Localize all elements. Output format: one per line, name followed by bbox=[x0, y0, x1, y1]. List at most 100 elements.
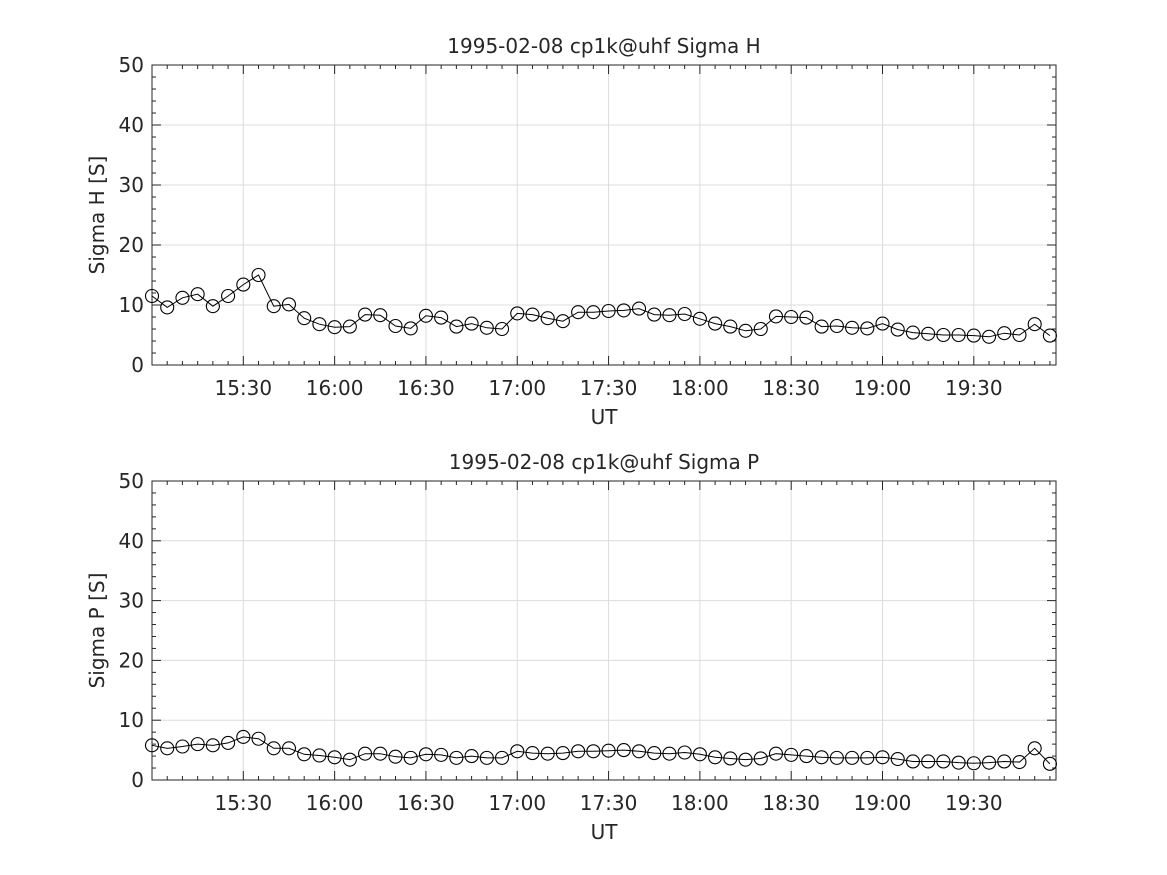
sigma-p-data-point bbox=[297, 747, 312, 762]
sigma-p-data-point bbox=[662, 746, 677, 761]
x-tick-label: 16:00 bbox=[306, 791, 364, 815]
sigma-h-data-point bbox=[753, 321, 768, 337]
sigma-p-data-point bbox=[845, 750, 860, 765]
sigma-h-data-point bbox=[586, 305, 601, 320]
sigma-h-data-point bbox=[540, 311, 555, 326]
sigma-h-data-point bbox=[266, 299, 281, 314]
sigma-p-data-point bbox=[951, 755, 966, 770]
sigma-p-data-point bbox=[251, 731, 266, 746]
sigma-h-data-point bbox=[601, 303, 616, 319]
sigma-p-data-point bbox=[905, 754, 920, 769]
sigma-p-data-point bbox=[327, 750, 342, 765]
sigma-p-data-point bbox=[373, 746, 388, 761]
sigma-h-data-point bbox=[738, 323, 753, 338]
sigma-p-data-point bbox=[1042, 756, 1057, 771]
sigma-p-data-point bbox=[494, 750, 510, 765]
sigma-h-data-point bbox=[860, 321, 875, 336]
sigma-p-data-point bbox=[616, 743, 631, 758]
sigma-h-data-point bbox=[358, 307, 373, 322]
sigma-p-data-point bbox=[403, 750, 418, 765]
sigma-h-data-point bbox=[342, 319, 357, 334]
sigma-h-data-point bbox=[525, 307, 540, 322]
x-tick-label: 17:30 bbox=[580, 791, 638, 815]
sigma-p-data-point bbox=[814, 750, 829, 765]
sigma-h-data-point bbox=[616, 303, 631, 318]
sigma-h-data-point bbox=[921, 326, 936, 341]
sigma-h-data-point bbox=[677, 306, 692, 322]
sigma-p-data-point bbox=[479, 750, 494, 765]
y-tick-label: 10 bbox=[119, 293, 144, 317]
y-tick-label: 40 bbox=[119, 113, 144, 137]
sigma-h-data-point bbox=[510, 306, 525, 321]
axes-frame bbox=[151, 64, 1057, 366]
sigma-p-data-point bbox=[434, 747, 449, 762]
sigma-p-data-point bbox=[738, 752, 753, 767]
sigma-h-data-point bbox=[434, 310, 449, 325]
sigma-p-data-point bbox=[677, 745, 692, 760]
y-tick-label: 10 bbox=[119, 708, 144, 732]
sigma-h-data-point bbox=[144, 288, 160, 304]
sigma-h-data-point bbox=[829, 318, 844, 334]
sigma-p-series-line bbox=[151, 736, 1051, 765]
sigma-h-data-point bbox=[936, 327, 951, 343]
sigma-p-data-point bbox=[631, 744, 647, 759]
sigma-h-data-point bbox=[1042, 328, 1057, 343]
sigma-h-data-point bbox=[981, 329, 997, 344]
y-tick-label: 30 bbox=[119, 589, 144, 613]
sigma-p-x-axis-label: UT bbox=[591, 820, 619, 844]
sigma-h-data-point bbox=[403, 321, 418, 336]
x-tick-label: 16:00 bbox=[306, 376, 364, 400]
sigma-h-data-point bbox=[236, 277, 251, 292]
sigma-h-data-point bbox=[997, 326, 1012, 341]
sigma-h-data-point bbox=[951, 327, 966, 343]
sigma-h-data-point bbox=[631, 301, 647, 316]
axes-frame bbox=[151, 480, 1057, 781]
sigma-p-data-point bbox=[160, 741, 175, 756]
sigma-h-data-point bbox=[784, 309, 799, 325]
y-tick-label: 20 bbox=[119, 648, 144, 672]
sigma-h-data-point bbox=[814, 319, 829, 334]
sigma-p-data-point bbox=[388, 749, 403, 764]
sigma-h-data-point bbox=[905, 325, 920, 340]
sigma-p-data-point bbox=[205, 738, 220, 753]
sigma-h-data-point bbox=[555, 314, 570, 329]
y-tick-label: 20 bbox=[119, 233, 144, 257]
sigma-p-data-point bbox=[175, 739, 190, 754]
sigma-p-data-point bbox=[1027, 741, 1042, 756]
sigma-p-panel: 0 10 20 30 40 50 15:30 16:00 16:30 17:00 17:30 18:0… bbox=[85, 450, 1057, 844]
sigma-p-data-point bbox=[647, 746, 662, 761]
y-tick-label: 50 bbox=[119, 53, 144, 77]
sigma-p-data-point bbox=[266, 741, 281, 756]
sigma-h-data-point bbox=[799, 310, 814, 325]
sigma-p-data-point bbox=[464, 749, 479, 764]
x-tick-label: 18:00 bbox=[671, 376, 729, 400]
x-tick-label: 17:00 bbox=[488, 791, 546, 815]
x-tick-label: 18:30 bbox=[762, 791, 820, 815]
x-tick-label: 19:30 bbox=[945, 376, 1003, 400]
sigma-p-data-point bbox=[190, 737, 205, 752]
sigma-h-data-point bbox=[418, 308, 433, 323]
sigma-h-data-point bbox=[662, 308, 677, 323]
sigma-h-data-point bbox=[221, 288, 236, 304]
sigma-h-data-point bbox=[327, 320, 342, 335]
x-tick-label: 15:30 bbox=[214, 791, 272, 815]
x-tick-label: 18:00 bbox=[671, 791, 729, 815]
sigma-p-chart-title: 1995-02-08 cp1k@uhf Sigma P bbox=[449, 450, 759, 474]
sigma-h-data-point bbox=[464, 316, 479, 331]
sigma-p-data-point bbox=[342, 752, 357, 767]
sigma-h-data-point bbox=[890, 322, 905, 337]
sigma-h-series-line bbox=[151, 274, 1051, 338]
sigma-p-data-point bbox=[555, 746, 570, 761]
sigma-h-panel: 0 10 20 30 40 50 15:30 16:00 16:30 17:00 17:30 18:0… bbox=[85, 34, 1057, 429]
x-tick-label: 17:30 bbox=[580, 376, 638, 400]
sigma-h-data-point bbox=[692, 311, 707, 326]
sigma-p-data-point bbox=[510, 744, 525, 759]
sigma-h-data-point bbox=[388, 318, 403, 334]
x-tick-label: 19:00 bbox=[854, 376, 912, 400]
sigma-p-data-point bbox=[692, 747, 707, 762]
sigma-p-data-point bbox=[418, 747, 433, 762]
sigma-p-data-point bbox=[586, 744, 601, 759]
sigma-h-data-point bbox=[297, 311, 312, 326]
sigma-h-data-point bbox=[160, 300, 175, 315]
sigma-p-y-axis-label: Sigma P [S] bbox=[85, 573, 109, 689]
